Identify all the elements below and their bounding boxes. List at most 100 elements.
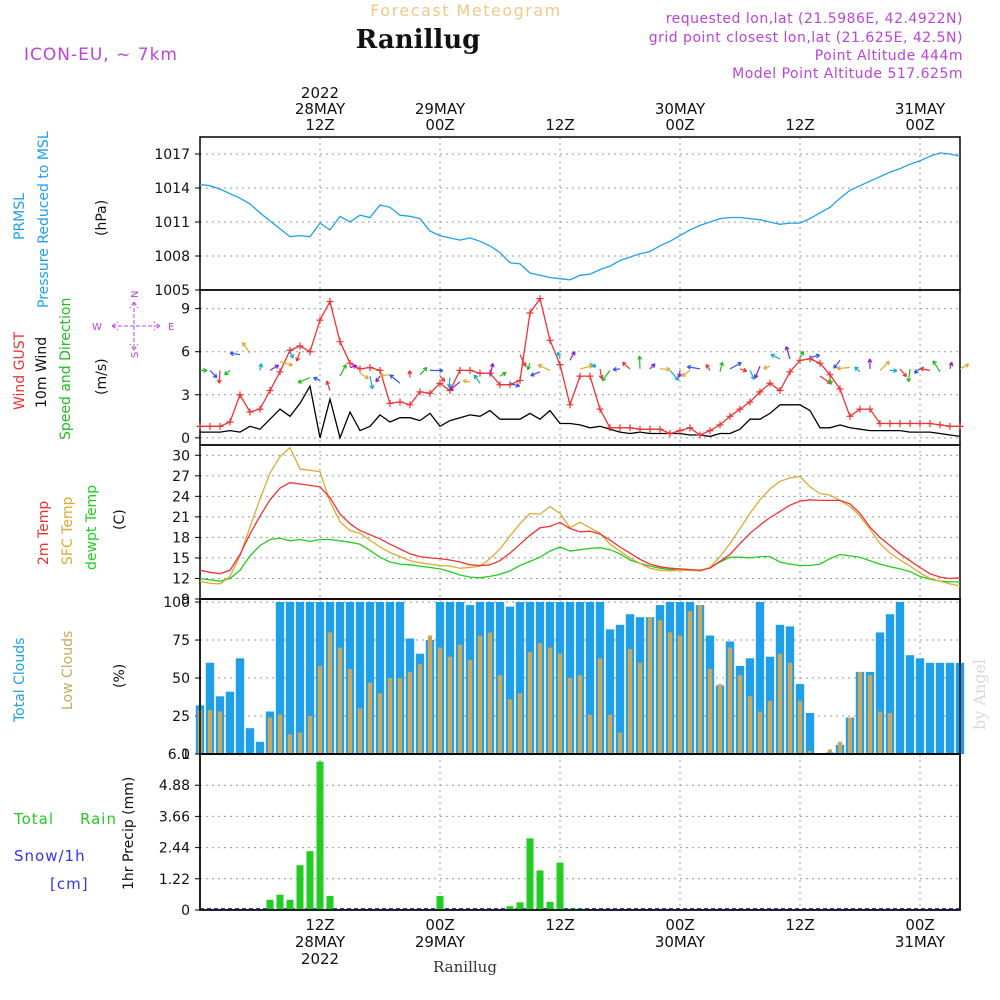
gust-point [406,401,414,409]
low-cloud-bar [837,741,843,754]
gust-point [716,421,724,429]
low-cloud-bar [407,671,413,754]
low-cloud-bar [797,700,803,754]
temp-labels: 2m Temp SFC Temp dewpt Temp (C) [36,485,128,570]
low-cloud-bar [857,671,863,754]
gust-point [726,412,734,420]
wind-direction-arrow [530,371,541,377]
gust-point [826,371,834,379]
clouds-panel: 0 25 50 75 100 [163,595,965,763]
low-cloud-bar [737,675,743,754]
total-cloud-bar [875,632,885,754]
compass-e: E [168,322,174,333]
low-cloud-bar [327,632,333,754]
top-time-label: 2022 [301,84,339,102]
rain-bar [506,906,514,910]
wind-direction-arrow [799,350,805,358]
wind-unit: (m/s) [94,358,110,395]
bottom-time-label: 00Z [905,916,934,934]
wind-direction-arrow [833,359,841,369]
low-cloud-bar [297,732,303,754]
rain-bar [436,895,444,910]
low-cloud-bar [587,714,593,754]
wind-direction-arrow [770,353,781,360]
temperature-panel: 9 12 15 18 21 24 27 30 [172,444,961,608]
bottom-time-label: 2022 [301,950,339,968]
clouds-ytick-label: 75 [172,633,190,649]
requested-coords: requested lon,lat (21.5986E, 42.4922N) [666,11,963,27]
direction-label: Speed and Direction [58,298,74,440]
total-cloud-bar [755,602,765,754]
wind-gust-line [200,297,960,436]
gust-point [436,379,444,387]
wind-direction-arrow [579,364,594,370]
pressure-labels: PRMSL Pressure Reduced to MSL (hPa) [12,131,110,308]
total-cloud-bar [205,662,215,754]
low-cloud-bar [487,632,493,754]
low-cloud-bar [717,684,723,754]
total-cloud-bar [895,602,905,754]
wind-direction-arrow [729,362,742,370]
gust-point [616,424,624,432]
clouds-ytick-label: 25 [172,709,190,725]
gust-point [496,381,504,389]
wind-direction-arrow [959,363,970,370]
gust-point [756,388,764,396]
wind-direction-arrow [784,346,791,360]
gust-point [366,364,374,371]
low-cloud-bar [377,693,383,754]
gust-point [346,359,354,367]
gust-point [776,386,784,394]
gust-point [606,424,614,432]
gust-point [706,427,714,435]
wind-direction-arrow [659,366,671,372]
temperature-ytick-label: 21 [172,510,190,526]
rain-bar [556,862,564,910]
low-cloud-bar [207,709,213,754]
wind-direction-arrow [349,364,358,369]
bottom-time-label: 00Z [425,916,454,934]
low-cloud-bar [807,751,813,754]
wind-panel: 0 3 6 9 [181,289,970,447]
low-cloud-bar [287,734,293,754]
gust-point [426,389,434,397]
wind-direction-arrow [407,370,413,378]
gust-point [536,295,544,303]
rain-bar [306,851,314,910]
gust-point [226,418,234,426]
footer-location: Ranillug [433,958,497,976]
gust-point [896,419,904,427]
pressure-ytick-label: 1014 [154,181,190,197]
total-cloud-bar [585,602,595,754]
rain-bar [546,901,554,910]
precip-ytick-label: 2.44 [159,841,190,857]
temperature-ytick-label: 9 [181,592,190,608]
wind-direction-arrow [889,368,898,374]
low-cloud-bar [277,714,283,754]
wind-direction-arrow [686,364,701,370]
low-cloud-bar [537,643,543,754]
wind-direction-arrow [836,365,851,371]
total-cloud-bar [275,602,285,754]
precip-labels: Total Rain Snow/1h [cm] 1hr Precip (mm) [13,777,137,893]
pressure-line [199,152,961,281]
low-cloud-bar [687,611,693,754]
wind-direction-arrow [809,353,821,359]
low-cloud-bar [337,647,343,754]
wind-direction-arrow [369,375,375,390]
wind-direction-arrow [289,351,294,359]
dewpoint-line [199,537,960,583]
low-cloud-bar [467,659,473,754]
gust-point [746,398,754,406]
total-cloud-bar [245,728,255,754]
wind-direction-arrow [681,369,691,377]
gust-point [326,297,334,305]
gust-point [596,405,604,413]
wind-direction-arrow [828,377,833,385]
precip-ytick-label: 0 [181,903,190,919]
low-cloud-bar [667,632,673,754]
gust-point [216,422,224,430]
compass-w: W [92,322,102,333]
compass-n: N [130,291,141,298]
